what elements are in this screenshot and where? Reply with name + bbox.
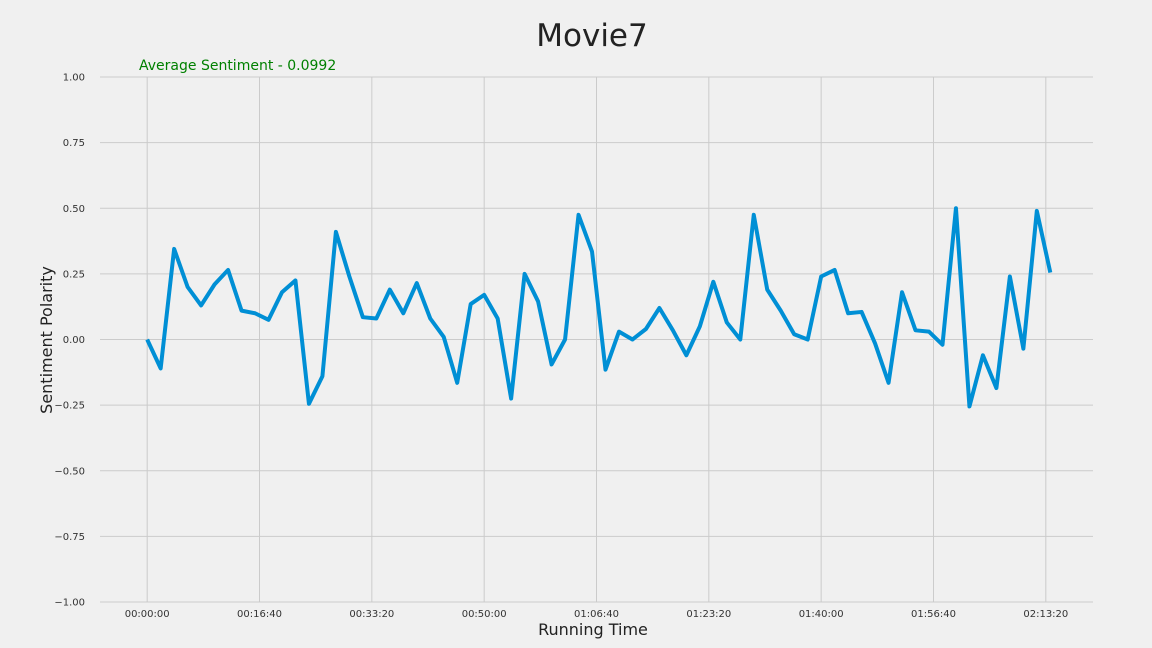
y-tick-label: −0.50	[54, 466, 85, 477]
x-tick-label: 02:13:20	[1023, 609, 1068, 620]
x-tick-label: 00:33:20	[349, 609, 394, 620]
y-tick-label: 0.75	[63, 138, 85, 149]
series-layer	[145, 206, 1053, 409]
average-sentiment-annotation: Average Sentiment - 0.0992	[139, 58, 336, 74]
y-tick-label: −1.00	[54, 598, 85, 609]
sentiment-series-line	[145, 206, 1053, 409]
x-tick-label: 00:16:40	[237, 609, 282, 620]
chart-title: Movie7	[536, 18, 647, 54]
x-tick-label: 01:06:40	[574, 609, 619, 620]
grid-lines	[100, 76, 1093, 603]
y-axis-label: Sentiment Polarity	[37, 266, 56, 414]
y-tick-label: −0.25	[54, 401, 85, 412]
y-tick-label: −0.75	[54, 532, 85, 543]
x-tick-label: 01:23:20	[686, 609, 731, 620]
x-tick-label: 01:56:40	[911, 609, 956, 620]
x-tick-label: 01:40:00	[799, 609, 844, 620]
y-tick-label: 0.50	[63, 204, 85, 215]
x-axis-label: Running Time	[538, 620, 648, 639]
y-tick-label: 0.00	[63, 335, 85, 346]
x-tick-label: 00:50:00	[462, 609, 507, 620]
tick-labels: 1.00 0.75 0.50 0.25 0.00 −0.25 −0.50 −0.75 −1.00…	[54, 73, 1068, 621]
y-tick-label: 0.25	[63, 269, 85, 280]
x-tick-label: 00:00:00	[125, 609, 170, 620]
y-tick-label: 1.00	[63, 73, 85, 84]
